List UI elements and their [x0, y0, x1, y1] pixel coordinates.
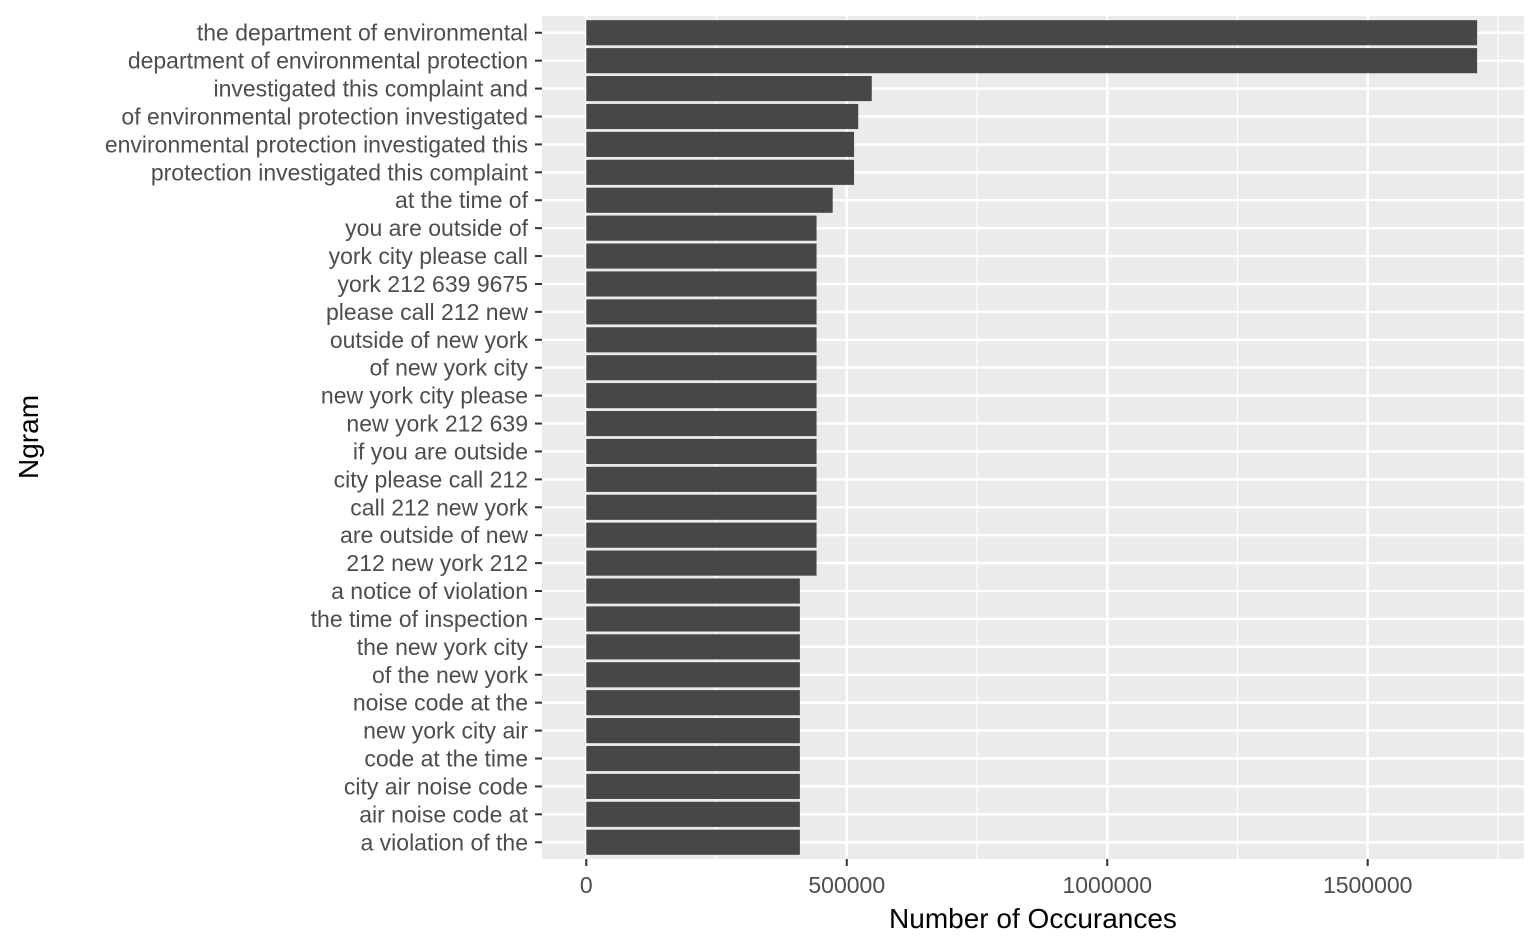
bar [586, 690, 800, 716]
y-tick-label: protection investigated this complaint [151, 159, 529, 185]
x-tick-label: 0 [580, 872, 593, 898]
bar [586, 76, 872, 102]
bar [586, 801, 800, 827]
bar [586, 383, 817, 409]
bar [586, 271, 817, 297]
bar [586, 662, 800, 688]
y-tick-label: a notice of violation [331, 578, 528, 604]
y-tick-label: of environmental protection investigated [121, 103, 528, 129]
bar [586, 829, 800, 855]
y-tick-label: new york city air [363, 718, 528, 744]
bar [586, 20, 1478, 46]
bar [586, 466, 817, 492]
y-tick-label: 212 new york 212 [346, 550, 528, 576]
x-tick-label: 500000 [808, 872, 885, 898]
y-tick-label: code at the time [364, 746, 528, 772]
x-tick-label: 1000000 [1062, 872, 1152, 898]
y-tick-label: air noise code at [359, 801, 528, 827]
x-axis-ticks: 0 500000 1000000 1500000 [580, 859, 1413, 898]
y-tick-label: if you are outside [353, 438, 528, 464]
bar [586, 159, 855, 185]
y-tick-label: are outside of new [340, 522, 528, 548]
bar [586, 494, 817, 520]
y-tick-label: at the time of [395, 187, 529, 213]
bar [586, 745, 800, 772]
bar [586, 243, 817, 269]
x-axis-title: Number of Occurances [889, 903, 1177, 934]
bar [586, 327, 817, 353]
bar [586, 355, 817, 381]
y-tick-label: please call 212 new [326, 299, 528, 325]
bar [586, 578, 800, 604]
bar [586, 522, 817, 548]
y-tick-label: the new york city [357, 634, 529, 660]
y-axis-title: Ngram [13, 395, 44, 479]
y-tick-label: noise code at the [353, 690, 528, 716]
y-tick-label: you are outside of [345, 215, 528, 241]
bar [586, 103, 859, 130]
bar [586, 773, 800, 799]
y-tick-label: environmental protection investigated th… [105, 131, 528, 157]
y-tick-label: york 212 639 9675 [337, 271, 528, 297]
y-tick-label: of new york city [370, 355, 529, 381]
y-tick-label: new york 212 639 [346, 411, 528, 437]
y-tick-label: a violation of the [360, 829, 528, 855]
y-tick-label: department of environmental protection [128, 48, 528, 74]
y-tick-label: city air noise code [344, 773, 528, 799]
bar [586, 215, 817, 241]
bar [586, 550, 817, 576]
y-tick-label: city please call 212 [334, 466, 528, 492]
bar [586, 187, 833, 213]
y-tick-label: new york city please [321, 383, 528, 409]
y-tick-label: of the new york [372, 662, 528, 688]
bar [586, 438, 817, 465]
bars [586, 20, 1478, 855]
bar [586, 606, 800, 632]
bar [586, 131, 855, 157]
bar [586, 299, 817, 325]
bar [586, 48, 1478, 74]
bar [586, 410, 817, 437]
y-tick-label: investigated this complaint and [213, 76, 528, 102]
y-tick-label: york city please call [329, 243, 528, 269]
y-tick-label: the time of inspection [311, 606, 528, 632]
x-tick-label: 1500000 [1323, 872, 1413, 898]
y-tick-label: outside of new york [330, 327, 529, 353]
y-tick-label: the department of environmental [197, 20, 528, 46]
y-axis-ticks: the department of environmentaldepartmen… [105, 20, 542, 855]
bar [586, 718, 800, 744]
bar [586, 634, 800, 660]
y-tick-label: call 212 new york [350, 494, 528, 520]
